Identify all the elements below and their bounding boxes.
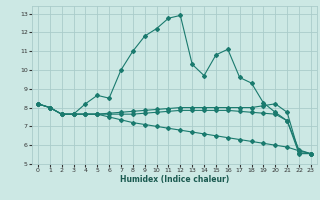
X-axis label: Humidex (Indice chaleur): Humidex (Indice chaleur): [120, 175, 229, 184]
